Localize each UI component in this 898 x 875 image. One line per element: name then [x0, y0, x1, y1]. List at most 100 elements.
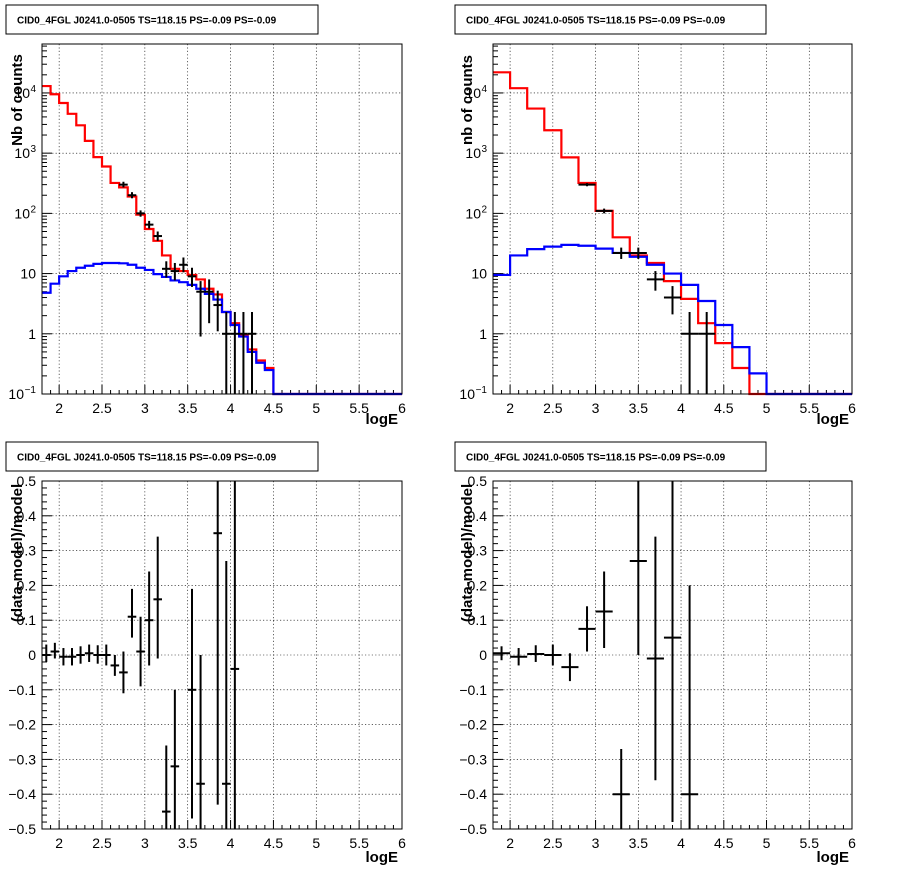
- histogram-series-1: [493, 71, 852, 396]
- y-tick-label: 0.3: [17, 543, 37, 559]
- histogram-series-2: [42, 261, 402, 396]
- x-tick-label: 2: [55, 835, 63, 851]
- x-tick-label: 2.5: [543, 835, 563, 851]
- y-tick-label: −0.3: [459, 751, 487, 767]
- x-axis-title: logE: [817, 849, 850, 866]
- y-tick-label: 10: [8, 386, 24, 402]
- y-tick-label: −0.3: [8, 751, 36, 767]
- y-tick-label: −0.2: [459, 717, 487, 733]
- data-points: [578, 183, 716, 394]
- x-tick-label: 4.5: [264, 400, 284, 416]
- y-tick-label: −0.5: [459, 821, 487, 837]
- x-axis-title: logE: [366, 849, 399, 866]
- chart-panel-bottom-left: 2 2.5 3 3.5 4 4.5 5 5.5 6 −0.5 −0.4 −0.3 −0.2 −0.1 0 0.…: [5, 441, 406, 866]
- x-tick-label: 6: [398, 400, 406, 416]
- y-tick-label: −0.4: [459, 786, 487, 802]
- x-tick-label: 3.5: [629, 835, 649, 851]
- y-tick-label: −0.5: [8, 821, 36, 837]
- plot-frame: [41, 43, 403, 395]
- chart-title-frame: [454, 4, 767, 35]
- y-tick-label: 0.5: [468, 473, 488, 489]
- y-tick-label: −0.1: [8, 682, 36, 698]
- y-tick-label: 0.1: [17, 612, 37, 628]
- y-axis-title: nb of counts: [459, 55, 476, 145]
- x-axis-title: logE: [366, 411, 399, 428]
- chart-title-box: CID0_4FGL J0241.0-0505 TS=118.15 PS=-0.0…: [454, 4, 767, 35]
- grid-lines: [493, 44, 852, 394]
- chart-panel-bottom-right: 2 2.5 3 3.5 4 4.5 5 5.5 6 −0.5 −0.4 −0.3 −0.2 −0.1 0 0.…: [454, 441, 856, 866]
- y-tick-exponent: 2: [30, 204, 36, 215]
- y-tick-label: 10: [459, 386, 475, 402]
- y-tick-exponent: 2: [481, 204, 487, 215]
- axis-ticks: [492, 480, 853, 830]
- y-tick-label: 10: [465, 85, 481, 101]
- y-tick-label: 1: [479, 326, 487, 342]
- y-tick-exponent: 4: [30, 84, 36, 95]
- y-tick-label: 10: [20, 266, 36, 282]
- y-tick-label: 0.1: [468, 612, 488, 628]
- y-tick-label: 10: [465, 145, 481, 161]
- chart-title: CID0_4FGL J0241.0-0505 TS=118.15 PS=-0.0…: [466, 16, 726, 27]
- y-tick-label: 0.2: [468, 577, 488, 593]
- y-tick-label: −0.4: [8, 786, 36, 802]
- y-tick-label: 0.2: [17, 577, 37, 593]
- y-tick-label: 10: [14, 85, 30, 101]
- y-tick-label: 0: [28, 647, 36, 663]
- x-tick-label: 5.5: [800, 400, 820, 416]
- x-tick-label: 2.5: [92, 400, 112, 416]
- histogram-series-2: [493, 243, 852, 396]
- x-tick-label: 3.5: [629, 400, 649, 416]
- data-points: [493, 481, 699, 829]
- x-tick-label: 2.5: [543, 400, 563, 416]
- y-tick-exponent: −1: [25, 385, 37, 396]
- chart-title-frame: [5, 4, 319, 35]
- x-tick-label: 4.5: [714, 400, 734, 416]
- x-tick-label: 3: [141, 835, 149, 851]
- x-tick-label: 2: [506, 835, 514, 851]
- x-tick-label: 4: [227, 400, 235, 416]
- data-points: [42, 481, 240, 829]
- x-tick-label: 6: [848, 400, 856, 416]
- x-tick-label: 5.5: [800, 835, 820, 851]
- x-tick-label: 5: [763, 400, 771, 416]
- plot-frame: [492, 480, 853, 830]
- x-tick-label: 4: [227, 835, 235, 851]
- chart-title-box: CID0_4FGL J0241.0-0505 TS=118.15 PS=-0.0…: [5, 441, 319, 472]
- x-tick-label: 2: [55, 400, 63, 416]
- chart-title-box: CID0_4FGL J0241.0-0505 TS=118.15 PS=-0.0…: [5, 4, 319, 35]
- y-axis-title: (data-model)/model: [459, 484, 476, 622]
- x-tick-label: 5: [312, 835, 320, 851]
- y-tick-label: 0.4: [468, 508, 488, 524]
- x-tick-label: 5: [312, 400, 320, 416]
- chart-title-frame: [5, 441, 319, 472]
- y-tick-exponent: 3: [30, 144, 36, 155]
- x-tick-label: 4.5: [714, 835, 734, 851]
- y-tick-label: −0.1: [459, 682, 487, 698]
- y-tick-label: 10: [14, 145, 30, 161]
- x-tick-label: 4: [677, 400, 685, 416]
- grid-lines: [42, 44, 402, 394]
- x-tick-label: 5.5: [349, 835, 369, 851]
- y-tick-label: 1: [28, 326, 36, 342]
- y-tick-exponent: 4: [481, 84, 487, 95]
- y-tick-exponent: −1: [476, 385, 488, 396]
- y-tick-label: 0.4: [17, 508, 37, 524]
- chart-title-box: CID0_4FGL J0241.0-0505 TS=118.15 PS=-0.0…: [454, 441, 767, 472]
- plot-frame: [492, 43, 853, 395]
- y-tick-label: 10: [14, 205, 30, 221]
- y-tick-label: 10: [465, 205, 481, 221]
- x-tick-label: 5: [763, 835, 771, 851]
- y-tick-label: 10: [471, 266, 487, 282]
- y-axis-title: Nb of counts: [9, 54, 26, 146]
- y-tick-exponent: 3: [481, 144, 487, 155]
- chart-title-frame: [454, 441, 767, 472]
- histogram-series-1: [42, 84, 402, 396]
- chart-title: CID0_4FGL J0241.0-0505 TS=118.15 PS=-0.0…: [17, 453, 277, 464]
- x-tick-label: 4.5: [264, 835, 284, 851]
- x-tick-label: 3: [592, 835, 600, 851]
- y-tick-label: 0.3: [468, 543, 488, 559]
- axis-ticks: [41, 45, 403, 395]
